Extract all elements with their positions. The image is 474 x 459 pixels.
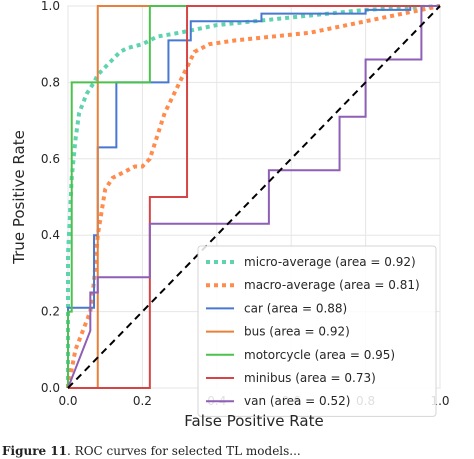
x-tick-label: 0.2 xyxy=(133,394,152,408)
y-tick-label: 0.0 xyxy=(41,381,60,395)
legend: micro-average (area = 0.92) macro-average… xyxy=(197,245,437,417)
legend-label: minibus (area = 0.73) xyxy=(244,371,376,385)
figure-caption: Figure 11. ROC curves for selected TL mo… xyxy=(2,444,301,458)
y-tick-label: 0.4 xyxy=(41,228,60,242)
series-line-chance xyxy=(67,5,441,389)
legend-label: van (area = 0.52) xyxy=(244,394,350,408)
legend-box xyxy=(197,245,437,417)
series-line-car xyxy=(67,5,440,388)
legend-label: bus (area = 0.92) xyxy=(244,325,350,339)
x-tick-label: 0.0 xyxy=(58,394,77,408)
y-tick-label: 0.6 xyxy=(41,152,60,166)
x-axis-label: False Positive Rate xyxy=(184,412,323,430)
series-line-van xyxy=(67,5,440,389)
caption-text: . ROC curves for selected TL models... xyxy=(67,444,301,458)
y-tick-label: 1.0 xyxy=(41,0,60,13)
y-tick-label: 0.8 xyxy=(41,75,60,89)
legend-label: micro-average (area = 0.92) xyxy=(244,255,416,269)
series-line-motorcycle xyxy=(67,5,440,388)
legend-label: car (area = 0.88) xyxy=(244,301,347,315)
caption-prefix: Figure 11 xyxy=(2,444,67,458)
series-layer xyxy=(66,4,441,389)
y-axis-label: True Positive Rate xyxy=(10,130,28,265)
series-line-minibus xyxy=(68,5,440,389)
legend-label: macro-average (area = 0.81) xyxy=(244,278,420,292)
legend-label: motorcycle (area = 0.95) xyxy=(244,348,395,362)
series-line-macro-average xyxy=(66,4,441,389)
y-tick-label: 0.2 xyxy=(41,305,60,319)
